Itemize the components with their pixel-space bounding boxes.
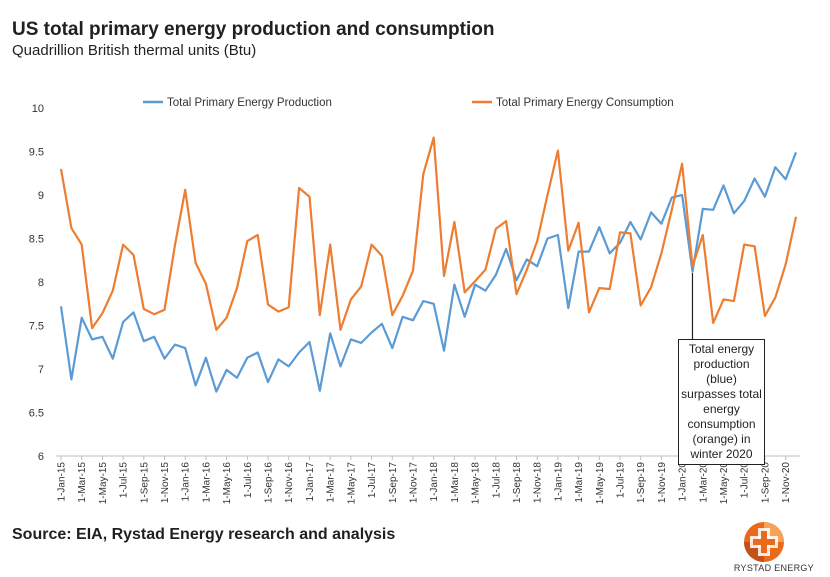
- y-tick-label: 7: [38, 364, 44, 376]
- x-tick-label: 1-Nov-15: [160, 462, 171, 504]
- x-tick-label: 1-Nov-20: [781, 462, 792, 504]
- x-tick-label: 1-Sep-19: [636, 462, 647, 504]
- x-tick-label: 1-Jul-17: [367, 462, 378, 499]
- x-tick-label: 1-Jul-19: [616, 462, 627, 499]
- x-tick-label: 1-May-18: [471, 462, 482, 505]
- x-tick-label: 1-Mar-20: [698, 462, 709, 503]
- x-tick-label: 1-Jan-20: [678, 462, 689, 502]
- x-tick-label: 1-Jul-16: [243, 462, 254, 499]
- y-tick-label: 9: [38, 190, 44, 202]
- x-tick-label: 1-Sep-18: [512, 462, 523, 504]
- x-tick-label: 1-Sep-16: [264, 462, 275, 504]
- y-tick-label: 6.5: [29, 408, 44, 420]
- x-tick-label: 1-May-20: [719, 462, 730, 505]
- x-tick-label: 1-Jan-16: [181, 462, 192, 502]
- x-tick-label: 1-Jan-15: [57, 462, 68, 502]
- chart-title: US total primary energy production and c…: [12, 19, 495, 40]
- y-tick-label: 6: [38, 451, 44, 463]
- annotation-box: Total energy production (blue) surpasses…: [678, 339, 765, 465]
- x-tick-label: 1-Sep-20: [760, 462, 771, 504]
- x-tick-label: 1-Mar-17: [326, 462, 337, 503]
- x-tick-label: 1-Nov-18: [533, 462, 544, 504]
- x-tick-label: 1-May-17: [346, 462, 357, 505]
- x-tick-label: 1-Sep-15: [139, 462, 150, 504]
- x-tick-label: 1-Jul-18: [491, 462, 502, 499]
- x-tick-label: 1-Mar-16: [201, 462, 212, 503]
- y-tick-label: 8.5: [29, 234, 44, 246]
- x-tick-label: 1-Nov-17: [408, 462, 419, 504]
- source-note: Source: EIA, Rystad Energy research and …: [12, 526, 396, 543]
- consumption-series-line: [59, 136, 798, 331]
- x-tick-label: 1-Mar-15: [77, 462, 88, 503]
- brand-label: RYSTAD ENERGY: [733, 563, 814, 573]
- x-tick-label: 1-Mar-18: [450, 462, 461, 503]
- x-tick-label: 1-Sep-17: [388, 462, 399, 504]
- x-tick-label: 1-May-19: [595, 462, 606, 505]
- legend-production-label: Total Primary Energy Production: [167, 97, 332, 109]
- y-tick-label: 8: [38, 277, 44, 289]
- y-tick-label: 9.5: [29, 147, 44, 159]
- x-tick-label: 1-Jan-19: [553, 462, 564, 502]
- chart-subtitle: Quadrillion British thermal units (Btu): [12, 42, 257, 59]
- legend-consumption-label: Total Primary Energy Consumption: [496, 97, 674, 109]
- x-tick-label: 1-Jan-17: [305, 462, 316, 502]
- y-tick-label: 10: [32, 103, 44, 115]
- x-tick-label: 1-Jan-18: [429, 462, 440, 502]
- x-tick-label: 1-Nov-19: [657, 462, 668, 504]
- x-tick-label: 1-Jul-15: [119, 462, 130, 499]
- rystad-logo-icon: [744, 522, 784, 562]
- x-tick-label: 1-May-16: [222, 462, 233, 505]
- x-tick-label: 1-May-15: [98, 462, 109, 505]
- y-tick-label: 7.5: [29, 321, 44, 333]
- x-tick-label: 1-Mar-19: [574, 462, 585, 503]
- x-tick-label: 1-Nov-16: [284, 462, 295, 504]
- x-tick-label: 1-Jul-20: [740, 462, 751, 499]
